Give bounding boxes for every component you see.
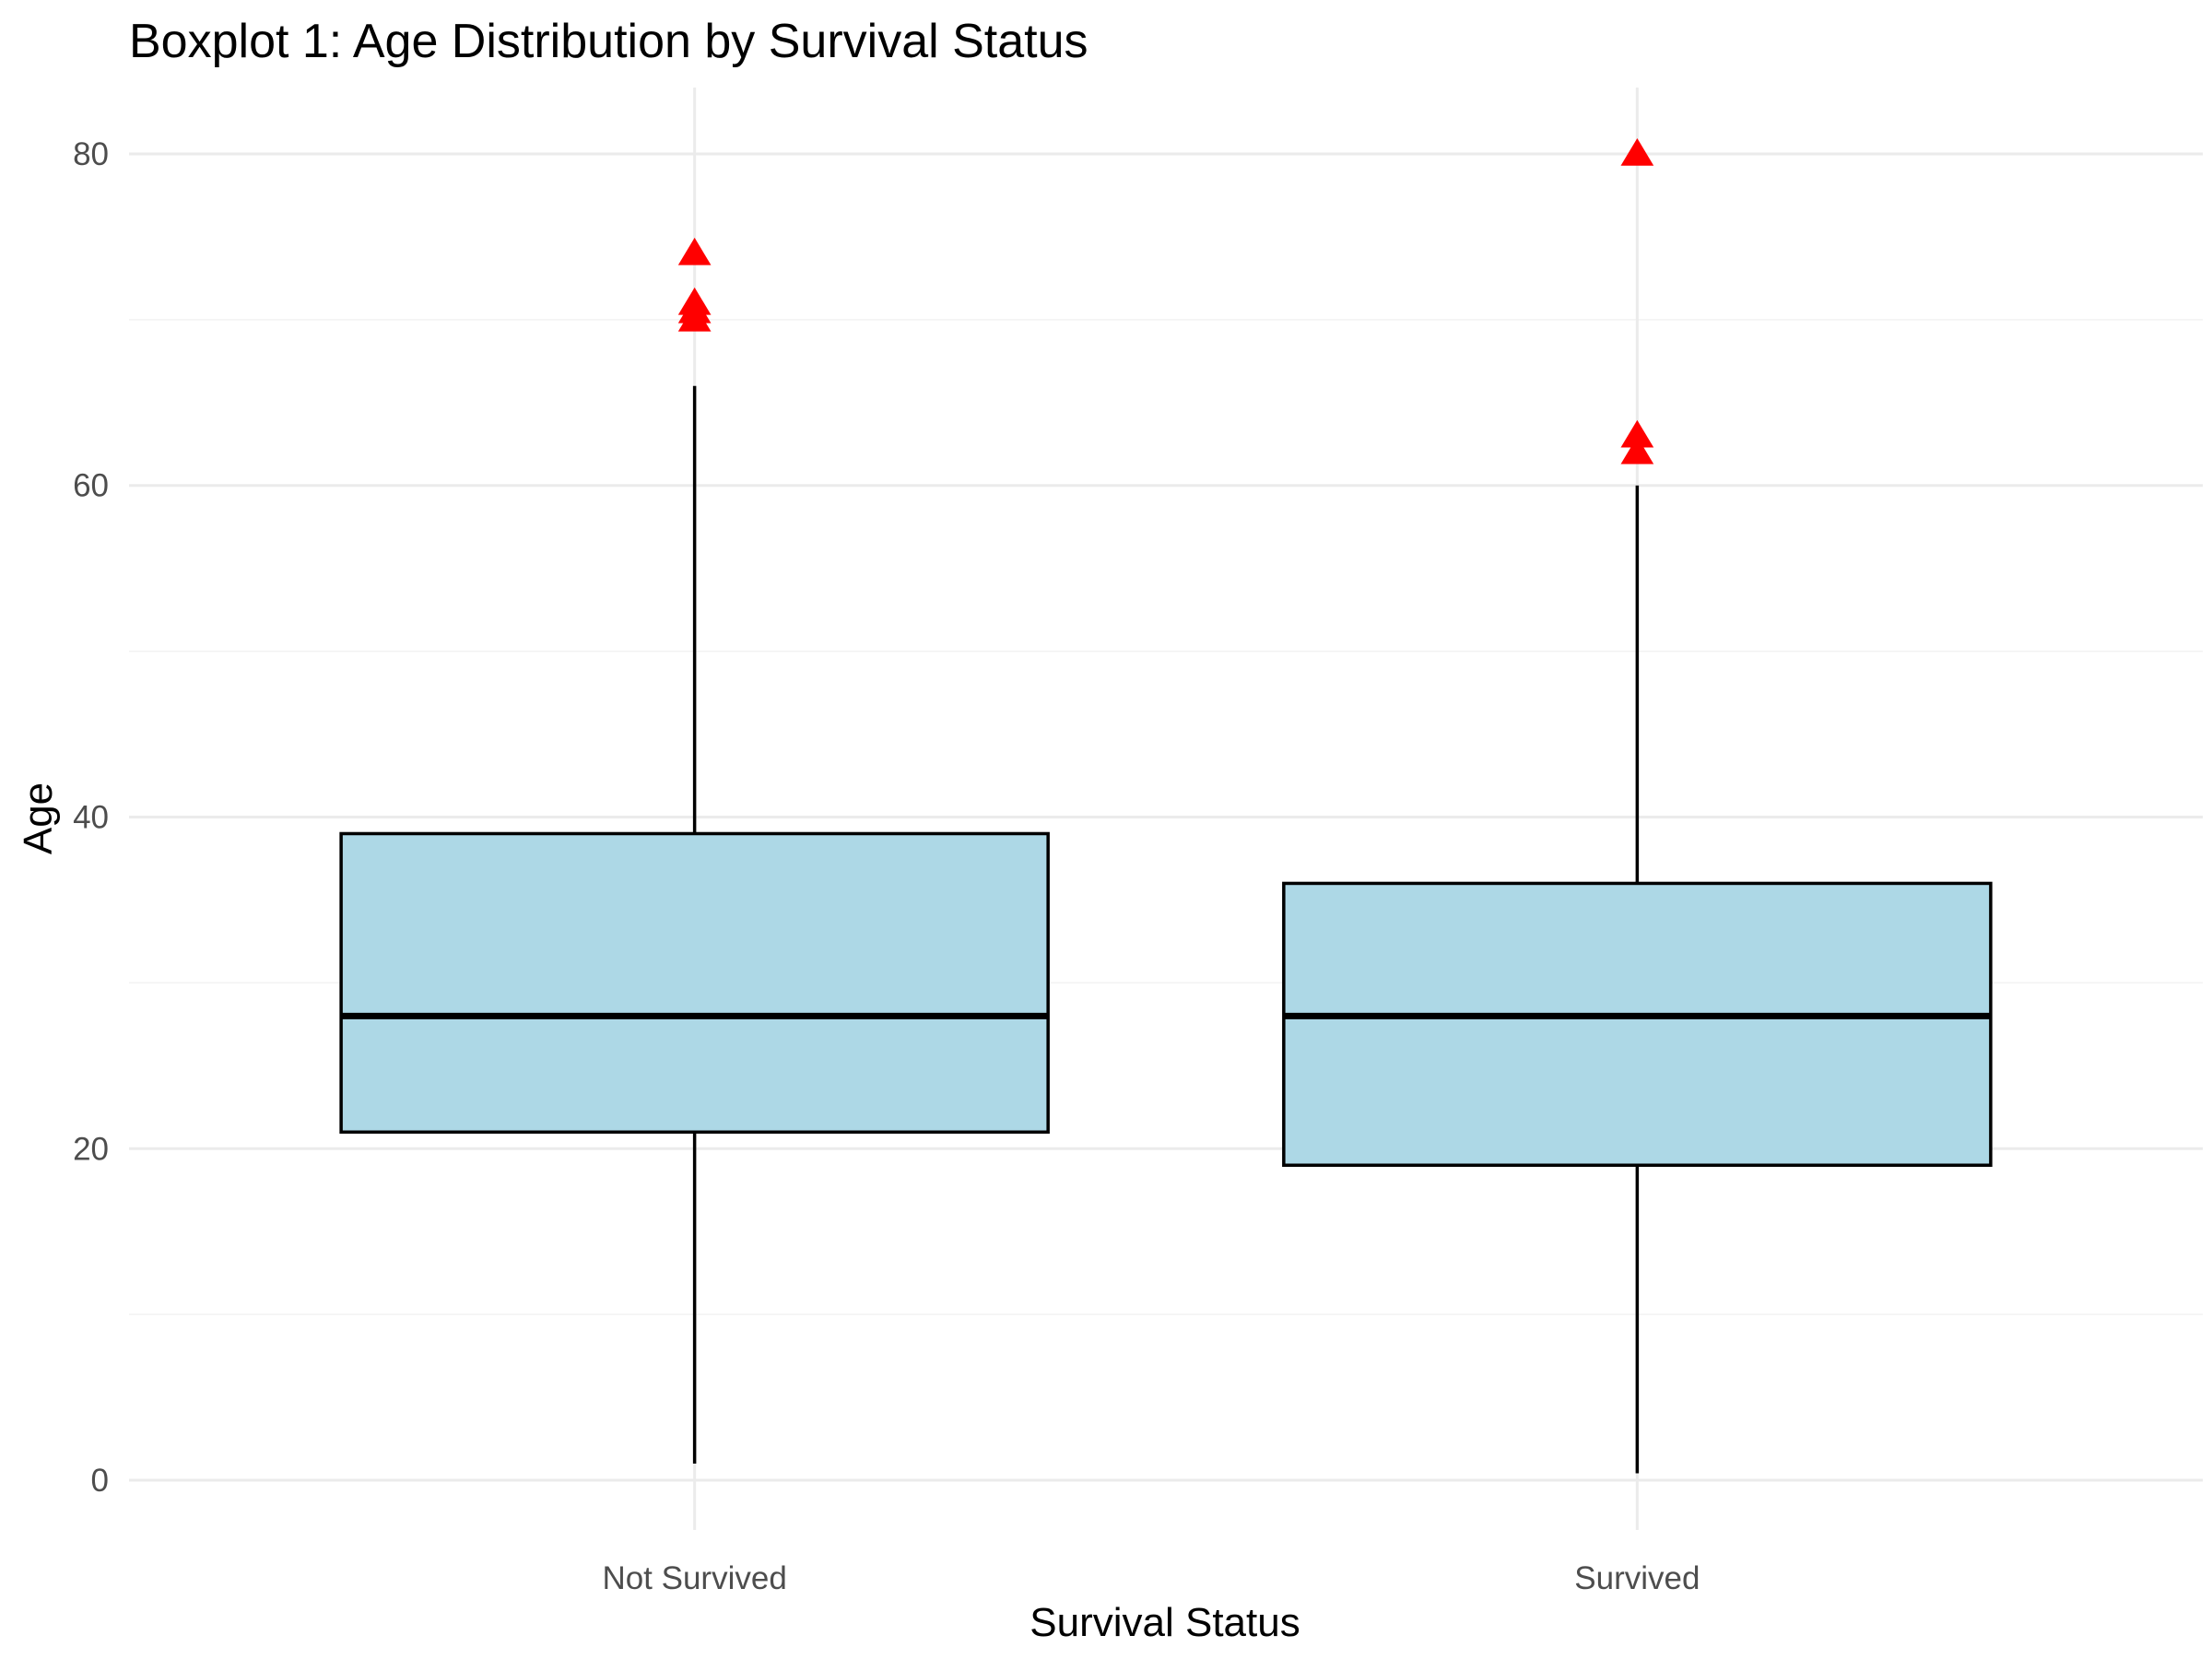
ticks: 0 20 40 60 80 Not Survived Survived bbox=[73, 136, 1700, 1596]
y-tick-label: 60 bbox=[73, 468, 109, 504]
boxes bbox=[339, 137, 1993, 1474]
outlier-point bbox=[1620, 137, 1654, 166]
outlier-point bbox=[1620, 419, 1654, 448]
box bbox=[1282, 881, 1993, 1168]
y-tick-label: 20 bbox=[73, 1131, 109, 1167]
chart-title: Boxplot 1: Age Distribution by Survival … bbox=[129, 15, 1088, 68]
outlier-point bbox=[677, 287, 712, 315]
outlier-point bbox=[677, 237, 712, 265]
grid bbox=[129, 88, 2203, 1530]
box bbox=[339, 831, 1050, 1135]
y-axis-label: Age bbox=[16, 782, 61, 854]
x-tick-label: Survived bbox=[1574, 1560, 1700, 1596]
outlier-point bbox=[1620, 436, 1654, 465]
x-axis-label: Survival Status bbox=[1030, 1600, 1300, 1645]
y-tick-label: 40 bbox=[73, 799, 109, 835]
y-tick-label: 0 bbox=[91, 1463, 109, 1499]
x-tick-label: Not Survived bbox=[602, 1560, 786, 1596]
y-tick-label: 80 bbox=[73, 136, 109, 172]
